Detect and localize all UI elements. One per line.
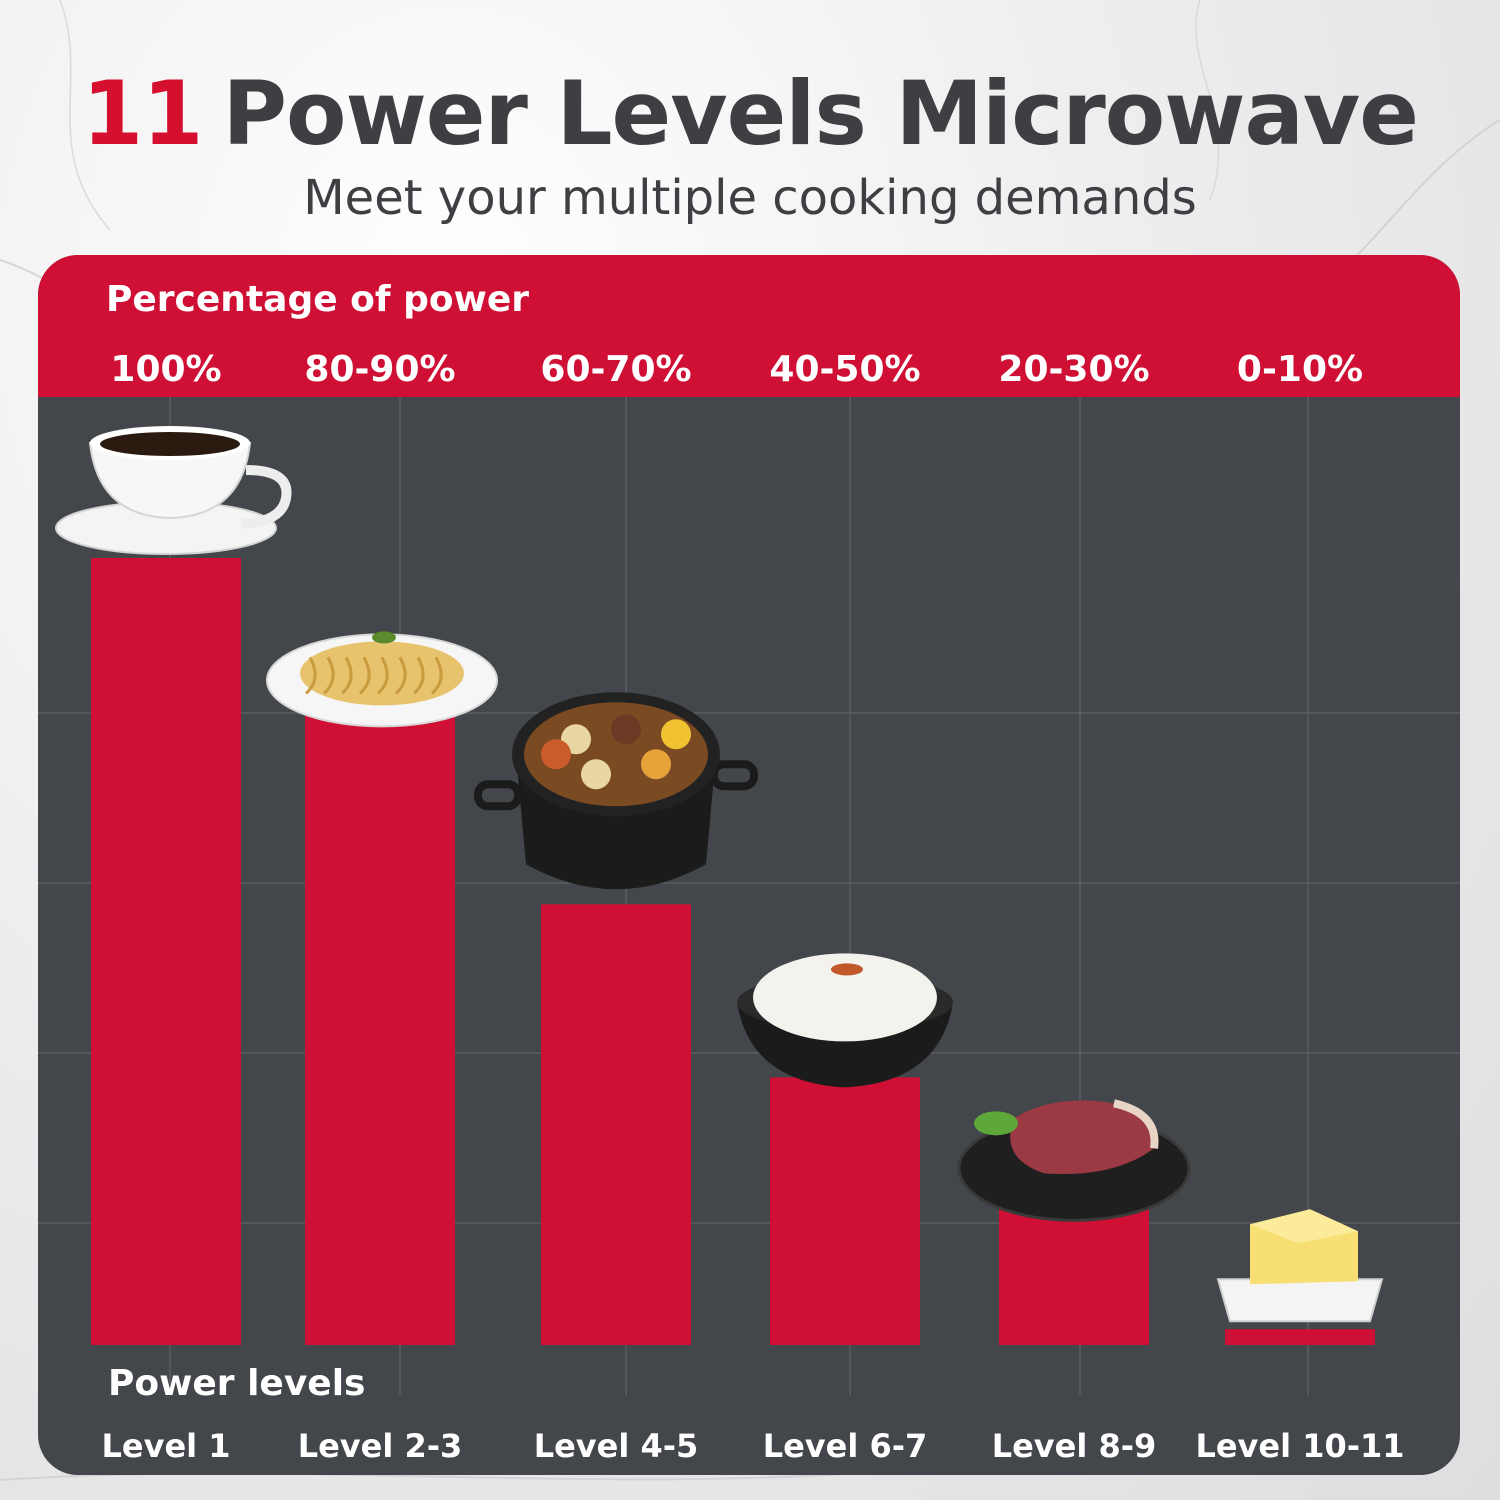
level-label: Level 1	[101, 1427, 231, 1465]
steak-plate-icon	[957, 1099, 1191, 1222]
percentage-label: 40-50%	[769, 349, 921, 390]
percentage-label: 20-30%	[998, 349, 1150, 390]
stew-pot-icon	[474, 692, 758, 890]
level-label: Level 6-7	[762, 1427, 928, 1465]
level-label: Level 4-5	[533, 1427, 699, 1465]
bar	[999, 1203, 1149, 1345]
grid	[38, 397, 1460, 1395]
bar	[91, 558, 241, 1345]
title-accent: 11	[82, 62, 203, 165]
butter-dish-icon	[1216, 1209, 1384, 1323]
spaghetti-plate-icon	[266, 631, 498, 728]
bar	[541, 904, 691, 1345]
bar-chart	[38, 397, 1460, 1395]
bar	[1225, 1329, 1375, 1345]
power-levels-axis-title: Power levels	[108, 1363, 366, 1404]
page-subtitle: Meet your multiple cooking demands	[303, 170, 1197, 226]
chart-card: Percentage of power Power levels 100% Lev…	[38, 255, 1460, 1475]
bar	[770, 1077, 920, 1345]
page-title: 11 Power Levels Microwave	[0, 62, 1500, 165]
bar	[305, 715, 455, 1345]
coffee-cup-icon	[55, 426, 292, 555]
percentage-label: 60-70%	[540, 349, 692, 390]
percentage-label: 100%	[110, 349, 222, 390]
percentage-header-band	[38, 255, 1460, 397]
bars	[55, 426, 1384, 1345]
percentage-axis-title: Percentage of power	[106, 279, 530, 320]
percentage-label: 0-10%	[1236, 349, 1364, 390]
level-label: Level 2-3	[297, 1427, 463, 1465]
level-label: Level 8-9	[991, 1427, 1157, 1465]
percentage-label: 80-90%	[304, 349, 456, 390]
rice-bowl-icon	[737, 953, 953, 1088]
level-label: Level 10-11	[1195, 1427, 1405, 1465]
title-main: Power Levels Microwave	[222, 62, 1419, 165]
